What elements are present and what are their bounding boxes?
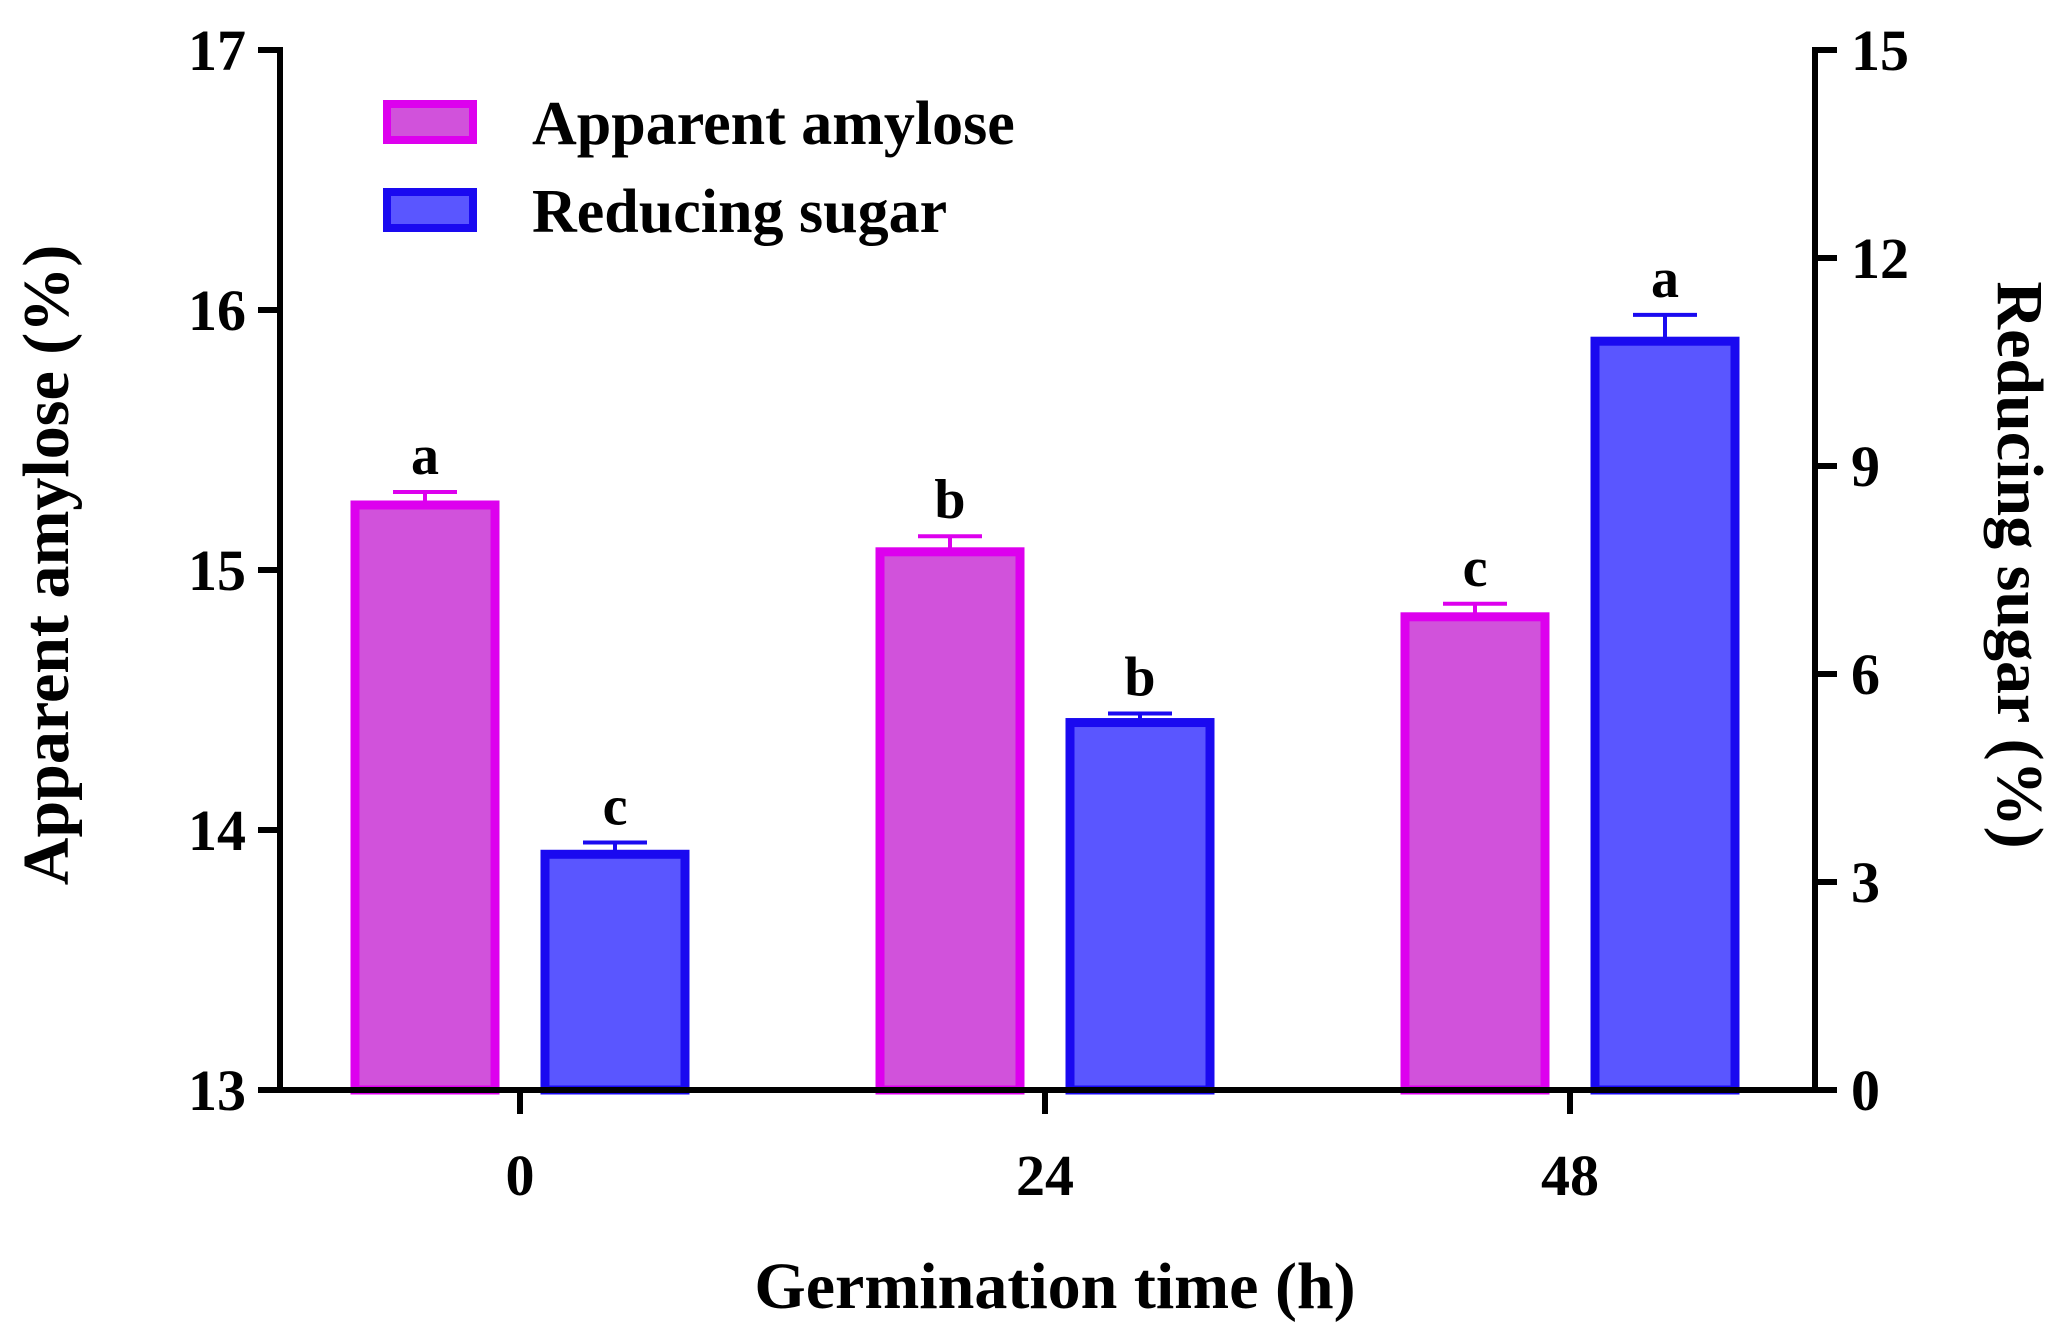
significance-label: a bbox=[1651, 248, 1679, 310]
x-axis-title: Germination time (h) bbox=[754, 1250, 1355, 1323]
bar-reducing-sugar bbox=[1590, 336, 1740, 1095]
bars-layer bbox=[350, 336, 1740, 1095]
significance-label: a bbox=[411, 425, 439, 487]
axes-layer: 13 14 15 16 17 0 3 6 9 12 15 0 24 48 bbox=[188, 18, 1909, 1208]
bar-apparent-amylose bbox=[1400, 612, 1550, 1095]
y-left-tick-label: 13 bbox=[188, 1058, 246, 1123]
y-left-tick-label: 14 bbox=[188, 798, 246, 863]
significance-label: c bbox=[603, 775, 628, 837]
legend-label-apparent-amylose: Apparent amylose bbox=[532, 90, 1015, 158]
significance-label: b bbox=[1124, 647, 1155, 709]
legend: Apparent amylose Reducing sugar bbox=[383, 90, 1015, 246]
bar-apparent-amylose bbox=[875, 547, 1025, 1095]
bar-apparent-amylose bbox=[350, 500, 500, 1095]
y-right-tick-label: 15 bbox=[1851, 18, 1909, 83]
x-tick-label: 24 bbox=[1016, 1143, 1074, 1208]
legend-swatch-reducing-sugar bbox=[383, 188, 477, 232]
y-left-tick-label: 16 bbox=[188, 278, 246, 343]
y-right-tick-label: 0 bbox=[1851, 1058, 1880, 1123]
significance-label: c bbox=[1463, 537, 1488, 599]
y-axis-right-title: Reducing sugar (%) bbox=[1983, 281, 2056, 848]
y-right-tick-label: 3 bbox=[1851, 850, 1880, 915]
significance-layer: a b c c b a bbox=[411, 248, 1679, 838]
y-right-tick-label: 12 bbox=[1851, 226, 1909, 291]
x-tick-label: 48 bbox=[1541, 1143, 1599, 1208]
x-tick-label: 0 bbox=[506, 1143, 535, 1208]
bar-reducing-sugar bbox=[540, 849, 690, 1095]
y-right-tick-label: 6 bbox=[1851, 642, 1880, 707]
y-left-tick-label: 15 bbox=[188, 538, 246, 603]
legend-label-reducing-sugar: Reducing sugar bbox=[532, 178, 947, 246]
y-axis-left-title: Apparent amylose (%) bbox=[10, 245, 83, 885]
bar-reducing-sugar bbox=[1065, 718, 1215, 1095]
legend-swatch-apparent-amylose bbox=[383, 100, 477, 144]
y-right-tick-label: 9 bbox=[1851, 434, 1880, 499]
significance-label: b bbox=[934, 469, 965, 531]
y-left-tick-label: 17 bbox=[188, 18, 246, 83]
error-bars-layer bbox=[393, 312, 1697, 855]
